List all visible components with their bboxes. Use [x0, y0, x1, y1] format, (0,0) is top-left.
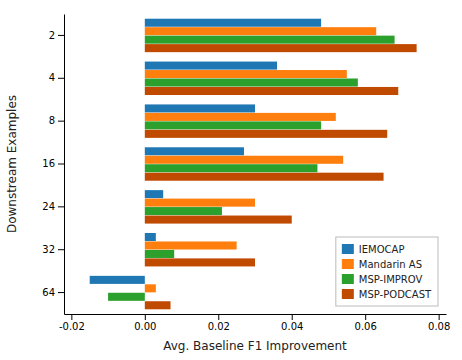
y-tick: 32 [42, 244, 64, 255]
y-axis-title: Downstream Examples [5, 95, 19, 233]
x-tick-mark [71, 314, 72, 320]
y-tick-mark [58, 78, 64, 79]
bar-series [108, 36, 395, 301]
y-axis-line [64, 15, 65, 315]
bar [145, 241, 237, 249]
x-tick-mark [145, 314, 146, 320]
y-tick: 64 [42, 287, 64, 298]
bar [145, 104, 255, 112]
bar [145, 62, 277, 70]
legend-swatch [342, 244, 354, 254]
legend-entry: MSP-IMPROV [342, 274, 423, 285]
x-axis-line [65, 314, 447, 315]
y-axis: 24816243264 [42, 15, 64, 315]
legend: IEMOCAP Mandarin AS MSP-IMPROV MSP-PODCAST [336, 237, 438, 306]
bar [145, 130, 387, 138]
bar [90, 276, 145, 284]
chart-svg: -0.020.000.020.040.060.0824816243264IEMO… [0, 0, 462, 360]
y-tick: 4 [49, 72, 64, 83]
y-tick: 2 [49, 30, 64, 41]
x-tick-label: -0.02 [59, 321, 85, 332]
y-tick: 8 [49, 115, 64, 126]
bar [145, 216, 292, 224]
x-tick-label: 0.06 [355, 321, 377, 332]
legend-label: Mandarin AS [359, 259, 422, 270]
y-tick-mark [58, 249, 64, 250]
legend-label: IEMOCAP [359, 244, 405, 255]
legend-swatch [342, 274, 354, 284]
x-tick: 0.06 [355, 314, 377, 332]
bar [145, 36, 395, 44]
y-tick-mark [58, 164, 64, 165]
x-tick: 0.04 [281, 314, 303, 332]
x-tick-mark [365, 314, 366, 320]
y-tick-label: 16 [42, 158, 55, 169]
bar [145, 27, 376, 35]
x-axis-title: Avg. Baseline F1 Improvement [163, 339, 347, 353]
legend-label: MSP-IMPROV [359, 274, 423, 285]
bar [145, 19, 321, 27]
y-tick-label: 2 [49, 30, 55, 41]
bar [145, 207, 222, 215]
y-tick: 24 [42, 201, 64, 212]
x-axis: -0.02 0.00 0.02 0.04 0.06 0.08 [59, 314, 450, 332]
legend-entry: Mandarin AS [342, 259, 422, 270]
bar [108, 293, 145, 301]
x-tick: 0.00 [134, 314, 156, 332]
bar [145, 233, 156, 241]
x-tick-label: 0.08 [428, 321, 450, 332]
bar [145, 121, 321, 129]
bar [145, 156, 343, 164]
x-tick-label: 0.04 [281, 321, 303, 332]
x-tick-label: 0.02 [208, 321, 230, 332]
x-tick: 0.08 [428, 314, 450, 332]
plot: -0.020.000.020.040.060.0824816243264IEMO… [42, 15, 450, 333]
x-tick-mark [292, 314, 293, 320]
legend-label: MSP-PODCAST [359, 289, 432, 300]
legend-swatch [342, 259, 354, 269]
bar [145, 258, 255, 266]
y-tick-label: 24 [42, 201, 55, 212]
bar [145, 147, 244, 155]
legend-swatch [342, 289, 354, 299]
x-tick-mark [218, 314, 219, 320]
bar [145, 301, 171, 309]
y-tick-mark [58, 35, 64, 36]
y-tick-label: 8 [49, 115, 55, 126]
bar [145, 113, 336, 121]
y-tick-mark [58, 292, 64, 293]
x-tick-mark [439, 314, 440, 320]
y-tick-mark [58, 121, 64, 122]
y-tick: 16 [42, 158, 64, 169]
bar [145, 173, 384, 181]
x-tick-label: 0.00 [134, 321, 156, 332]
x-tick: 0.02 [208, 314, 230, 332]
legend-box [336, 237, 438, 306]
legend-entry: MSP-PODCAST [342, 289, 432, 300]
bar [145, 250, 174, 258]
bar [145, 190, 163, 198]
legend-entry: IEMOCAP [342, 244, 405, 255]
bar [145, 87, 398, 95]
y-tick-label: 64 [42, 287, 55, 298]
bar [145, 44, 417, 52]
bar [145, 284, 156, 292]
bar [145, 199, 255, 207]
y-tick-mark [58, 206, 64, 207]
y-tick-label: 4 [49, 72, 55, 83]
bar [145, 70, 347, 78]
chart-container: -0.020.000.020.040.060.0824816243264IEMO… [0, 0, 462, 360]
bar [145, 78, 358, 86]
x-tick: -0.02 [59, 314, 85, 332]
bar [145, 164, 318, 172]
y-tick-label: 32 [42, 244, 55, 255]
bar-series [90, 19, 321, 284]
